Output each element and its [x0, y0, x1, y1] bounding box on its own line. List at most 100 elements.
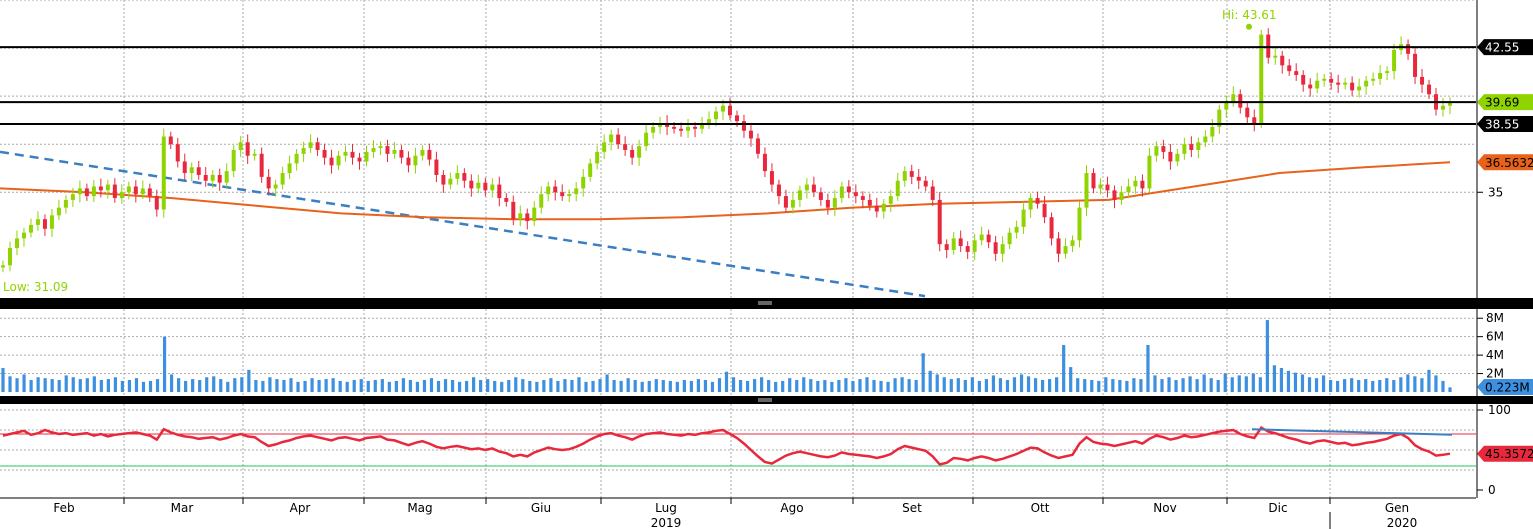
x-month-label-5: Lug [655, 501, 677, 515]
candle-118 [825, 193, 830, 215]
volume-bar-36 [254, 380, 258, 392]
candle-86 [602, 134, 607, 159]
volume-bar-127 [893, 378, 897, 392]
candle-body [1329, 78, 1334, 83]
candle-195 [1364, 75, 1369, 95]
candle-134 [937, 192, 942, 252]
candle-body [581, 176, 586, 189]
volume-bar-34 [240, 377, 244, 392]
ma-tag-shape [1477, 154, 1533, 171]
candle-140 [979, 226, 984, 246]
candle-body [714, 111, 719, 120]
volume-bar-4 [29, 380, 33, 392]
candle-54 [378, 141, 383, 156]
volume-bar-132 [928, 370, 932, 392]
candle-body [965, 246, 970, 252]
volume-bar-140 [984, 379, 988, 392]
volume-bar-205 [1441, 380, 1445, 392]
candle-body [217, 174, 222, 183]
candle-162 [1133, 175, 1138, 194]
volume-bar-138 [970, 377, 974, 392]
volume-bar-6 [43, 378, 47, 392]
candle-body [203, 174, 208, 181]
candle-32 [224, 163, 229, 188]
volume-bar-185 [1300, 374, 1305, 392]
candle-23 [161, 128, 166, 218]
candle-body [993, 242, 998, 254]
candle-15 [105, 179, 110, 199]
volume-bar-10 [71, 377, 75, 392]
volume-bar-174 [1223, 373, 1227, 392]
candle-body [1308, 84, 1313, 89]
candle-body [825, 199, 830, 208]
candle-body [133, 186, 138, 195]
candle-20 [140, 180, 145, 199]
rsi-grid [0, 404, 1476, 498]
candle-152 [1063, 238, 1068, 259]
candle-body [1007, 232, 1012, 245]
candle-59 [413, 147, 418, 174]
volume-bar-197 [1385, 378, 1389, 392]
candle-body [839, 186, 844, 199]
vol-tick-label-2: 6M [1486, 330, 1504, 344]
candle-187 [1308, 78, 1313, 97]
level-tag-2-text: 38.55 [1485, 118, 1519, 132]
candle-17 [119, 184, 124, 204]
volume-bar-21 [148, 380, 153, 392]
candle-98 [686, 119, 691, 138]
candle-body [1371, 78, 1376, 81]
x-month-label-2: Apr [290, 501, 311, 515]
volume-bar-182 [1279, 368, 1284, 392]
candle-body [77, 188, 82, 195]
volume-bar-51 [359, 379, 363, 392]
volume-bar-201 [1413, 376, 1417, 392]
candle-2 [14, 230, 19, 256]
candle-184 [1287, 59, 1292, 76]
panel-splitter-1[interactable] [758, 301, 772, 305]
candle-body [909, 171, 914, 177]
candle-body [1315, 80, 1320, 89]
candle-body [1105, 184, 1110, 191]
candle-body [602, 142, 607, 152]
candle-145 [1014, 220, 1019, 239]
volume-bar-64 [450, 380, 455, 392]
candle-body [616, 134, 621, 145]
candle-121 [846, 180, 851, 199]
candle-76 [532, 201, 537, 226]
last-price-tag-text: 39.69 [1485, 96, 1519, 110]
volume-bar-139 [977, 380, 981, 392]
volume-bar-35 [247, 369, 251, 392]
candle-188 [1315, 72, 1320, 94]
candle-body [595, 151, 600, 164]
volume-bar-158 [1111, 379, 1115, 392]
volume-bar-97 [682, 380, 686, 392]
volume-bar-78 [549, 378, 553, 392]
candle-body [1280, 55, 1285, 66]
candle-185 [1294, 63, 1299, 81]
candle-body [91, 186, 96, 197]
candle-190 [1329, 72, 1334, 90]
volume-bar-148 [1040, 380, 1045, 392]
candle-body [1238, 94, 1243, 108]
candle-body [1175, 153, 1180, 162]
candle-body [1196, 142, 1201, 150]
candle-body [1098, 184, 1103, 189]
volume-bar-15 [106, 379, 110, 392]
candle-25 [175, 137, 180, 168]
candle-body [441, 174, 446, 185]
volume-bar-202 [1420, 378, 1424, 392]
candle-body [1217, 109, 1222, 127]
volume-bar-59 [415, 381, 420, 392]
ma-tag: 36.5632 [1477, 154, 1533, 171]
candle-38 [266, 168, 271, 196]
volume-bar-156 [1097, 380, 1101, 392]
volume-bar-18 [127, 380, 132, 392]
volume-bar-31 [219, 379, 223, 392]
volume-bar-17 [120, 380, 125, 392]
ma-path [0, 161, 1451, 221]
x-year-label-1: 2020 [1387, 516, 1418, 529]
volume-bar-145 [1019, 374, 1024, 392]
candle-56 [392, 142, 397, 159]
candle-body [161, 136, 166, 210]
panel-splitter-2[interactable] [758, 398, 772, 402]
